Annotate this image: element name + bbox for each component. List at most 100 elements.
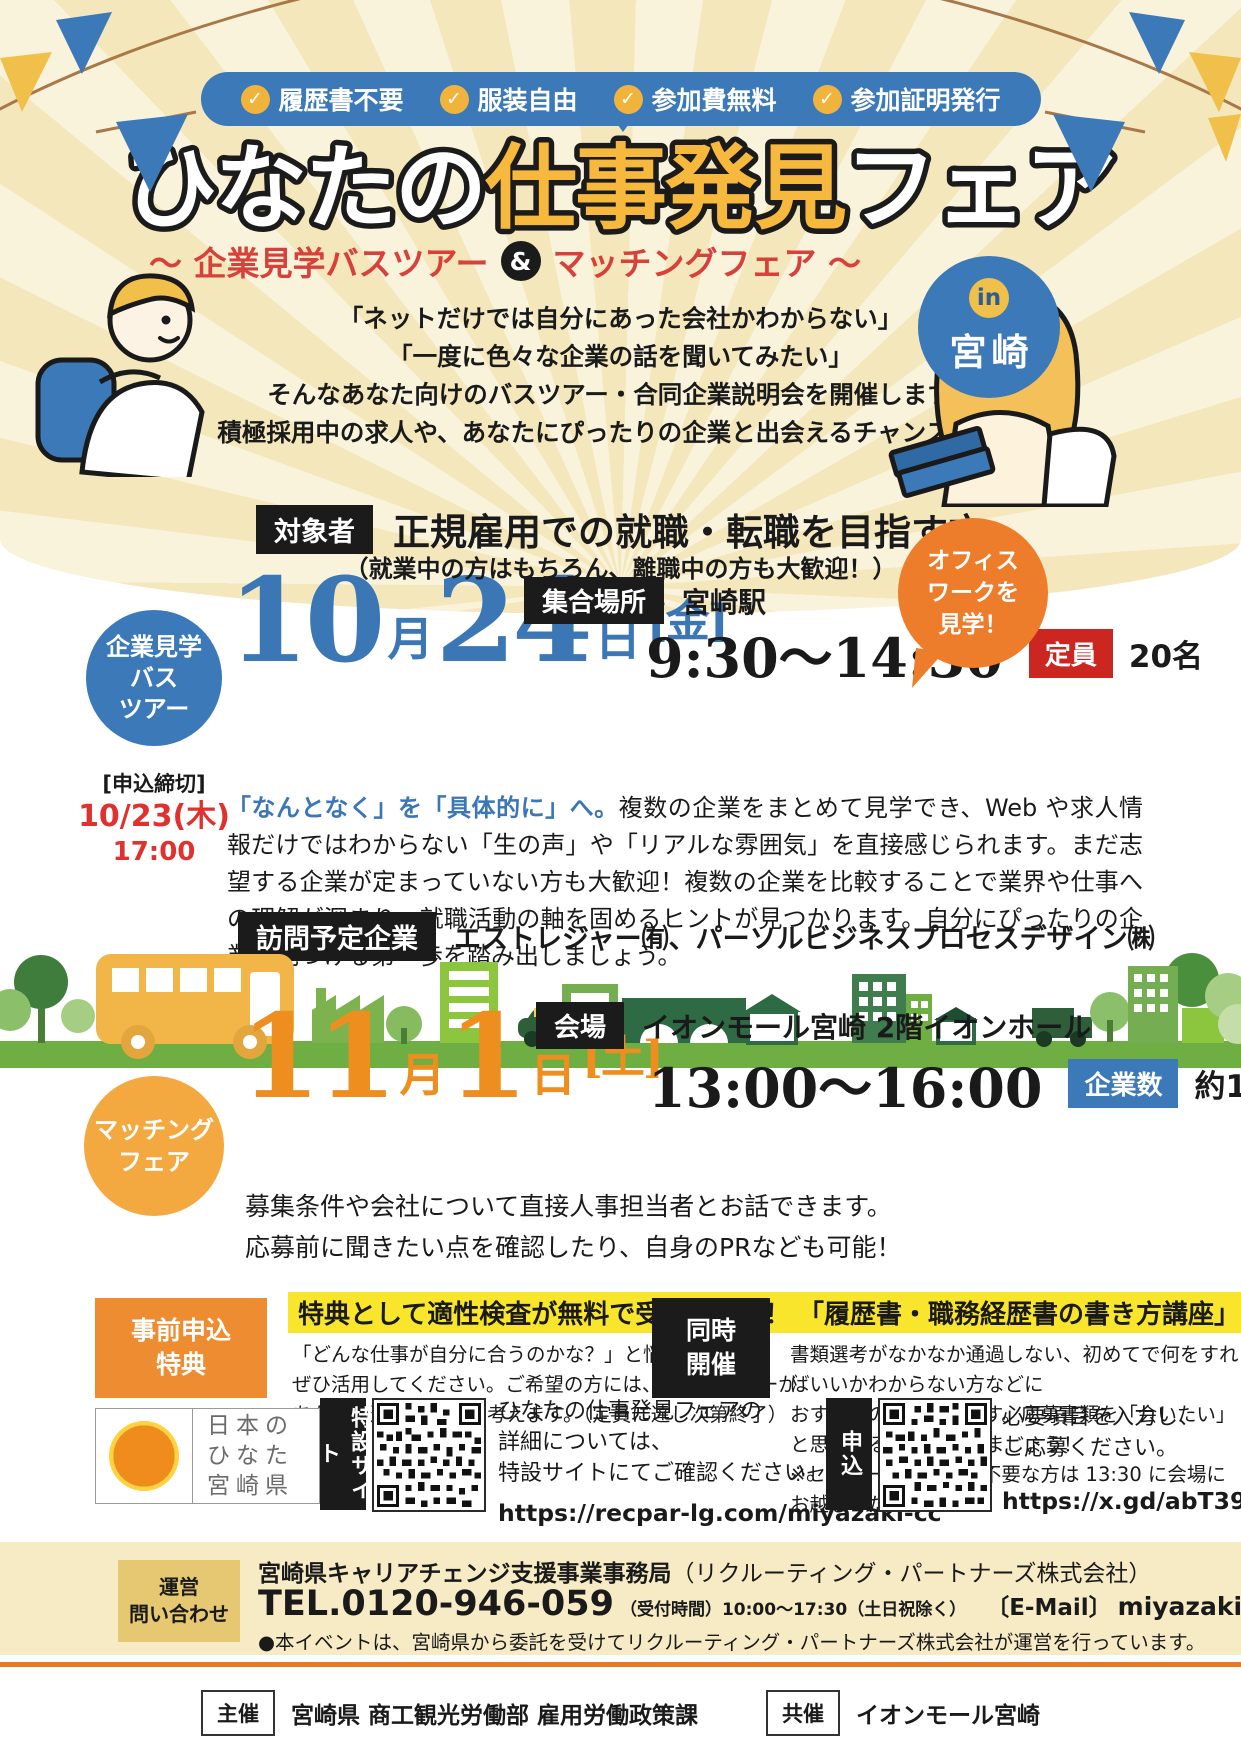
venue-value: イオンモール宮崎 2階イオンホール	[642, 1010, 1092, 1044]
badge-label: 服装自由	[477, 86, 578, 115]
intro-line: 「一度に色々な企業の話を聞いてみたい」	[388, 342, 853, 371]
man-with-backpack-illustration	[35, 273, 205, 477]
badge-free-entry: ✓ 参加費無料	[613, 81, 777, 117]
apply-label: 申込	[826, 1398, 872, 1510]
bubble-line: ワークを	[927, 580, 1019, 606]
description-highlight: 「なんとなく」を「具体的に」へ。	[227, 794, 619, 822]
logo-line: 宮崎県	[207, 1473, 294, 1499]
subtitle-right: マッチングフェア ～	[552, 244, 862, 283]
phone-hours: （受付時間）10:00～17:30（土日祝除く）	[619, 1600, 967, 1620]
cohost-label-box: 共催	[766, 1690, 840, 1736]
hinata-miyazaki-logo: 日本の ひなた 宮崎県	[95, 1408, 320, 1504]
circle-line: ツアー	[118, 694, 190, 723]
badge-no-resume: ✓ 履歴書不要	[240, 81, 403, 117]
intro-line: 「ネットだけでは自分にあった会社かわからない」	[338, 304, 903, 333]
companies-label-box: 企業数	[1068, 1059, 1179, 1108]
special-site-label: 特設サイト	[315, 1398, 372, 1510]
circle-line: フェア	[118, 1148, 190, 1176]
bubble-line: オフィス	[927, 548, 1019, 574]
meeting-place-row: 集合場所 宮崎駅	[524, 577, 766, 624]
contact-details-row: TEL.0120-946-059 （受付時間）10:00～17:30（土日祝除く…	[258, 1584, 1241, 1624]
intro-line: 積極採用中の求人や、あなたにぴったりの企業と出会えるチャンスです！	[217, 418, 1024, 447]
contact-label-box: 運営 問い合わせ	[118, 1560, 240, 1642]
label-line: 事前申込	[130, 1316, 231, 1345]
label-line: 同時	[685, 1316, 736, 1345]
pennant-garland-decoration	[0, 0, 1241, 192]
logo-line: ひなた	[207, 1443, 294, 1469]
bus-tour-date: 10 月 24 日 [金]	[228, 553, 729, 689]
apply-url[interactable]: https://x.gd/abT39	[1002, 1487, 1241, 1515]
date-month-unit: 月	[399, 1047, 446, 1102]
target-heading: 正規雇用での就職・転職を目指す方	[393, 511, 985, 554]
companies-value: 約15社	[1194, 1069, 1241, 1105]
site-info-line: ひなたの仕事発見フェアの	[498, 1399, 763, 1424]
apply-info: 必要項目を入力し、 ご応募ください。 https://x.gd/abT39	[1002, 1402, 1241, 1517]
label-line: 特典	[155, 1350, 206, 1379]
check-icon: ✓	[439, 84, 469, 114]
label-line: 問い合わせ	[129, 1602, 229, 1626]
apply-info-line: 必要項目を入力し、	[1002, 1405, 1201, 1430]
operation-note: ●本イベントは、宮崎県から委託を受けてリクルーティング・パートナーズ株式会社が運…	[258, 1631, 1206, 1654]
seminar-title: 「履歴書・職務経歴書の書き方講座」セミナー	[788, 1292, 1241, 1333]
bus-tour-section-badge: 企業見学 バス ツアー	[86, 610, 222, 746]
badge-free-dress: ✓ 服装自由	[439, 81, 578, 117]
matching-fair-date: 11 月 1 日 [土]	[240, 989, 664, 1125]
email-address: miyazaki_cc@3140pa.com	[1117, 1592, 1241, 1621]
deadline-date: 10/23(木)	[78, 799, 230, 834]
capacity-value: 20名	[1128, 639, 1204, 675]
ampersand-badge: &	[500, 241, 541, 281]
description-line: 募集条件や会社について直接人事担当者とお話できます。	[245, 1192, 892, 1221]
description-line: 応募前に聞きたい点を確認したり、自身のPRなども可能！	[245, 1233, 902, 1262]
visit-companies-label: 訪問予定企業	[238, 912, 436, 961]
location-badge: in 宮崎	[918, 256, 1060, 398]
host-label-box: 主催	[200, 1690, 275, 1736]
date-month: 10	[228, 553, 385, 689]
check-icon: ✓	[613, 84, 643, 114]
feature-badge-bar: ✓ 履歴書不要 ✓ 服装自由 ✓ 参加費無料 ✓ 参加証明発行	[200, 72, 1041, 126]
organizer-office: 宮崎県キャリアチェンジ支援事業事務局（リクルーティング・パートナーズ株式会社）	[258, 1554, 1151, 1588]
date-month-unit: 月	[387, 611, 434, 666]
site-info-line: 特設サイトにてご確認ください。	[498, 1461, 829, 1486]
deadline-time: 17:00	[112, 837, 196, 867]
venue-row: 会場 イオンモール宮崎 2階イオンホール	[536, 1002, 1091, 1049]
special-site-info: ひなたの仕事発見フェアの 詳細については、 特設サイトにてご確認ください。 ht…	[498, 1396, 942, 1529]
date-day-unit: 日	[530, 1047, 577, 1102]
special-site-url[interactable]: https://recpar-lg.com/miyazaki-cc	[498, 1499, 942, 1527]
intro-copy: 「ネットだけでは自分にあった会社かわからない」 「一度に色々な企業の話を聞いてみ…	[0, 300, 1241, 452]
office-work-speech-bubble: オフィス ワークを 見学！	[898, 518, 1048, 668]
circle-line: マッチング	[94, 1116, 214, 1144]
svg-text:ひなたの仕事発見フェア: ひなたの仕事発見フェア	[125, 135, 1115, 242]
circle-line: 企業見学	[106, 632, 202, 661]
check-icon: ✓	[812, 84, 842, 114]
deadline-label: [申込締切]	[102, 772, 206, 796]
date-day: 1	[447, 989, 528, 1125]
target-label-box: 対象者	[256, 504, 373, 554]
badge-bar-pointer	[612, 117, 634, 132]
bubble-line: 見学！	[938, 612, 1008, 638]
matching-fair-time-row: 13:00～16:00 企業数 約15社	[648, 1044, 1241, 1123]
cohost-name: イオンモール宮崎	[856, 1703, 1040, 1729]
logo-text: 日本の ひなた 宮崎県	[193, 1409, 319, 1503]
badge-label: 履歴書不要	[278, 86, 404, 115]
apply-info-line: ご応募ください。	[1002, 1436, 1179, 1461]
badge-label: 参加費無料	[651, 86, 777, 115]
circle-line: バス	[130, 663, 178, 692]
target-note: （就業中の方はもちろん、離職中の方も大歓迎！）	[344, 555, 897, 583]
meeting-place-value: 宮崎駅	[682, 585, 767, 619]
seminar-line: 書類選考がなかなか通過しない、初めてで何をすればいいかわからない方などに	[790, 1343, 1239, 1396]
host-name: 宮崎県 商工観光労働部 雇用労働政策課	[290, 1703, 698, 1729]
application-deadline: [申込締切] 10/23(木) 17:00	[68, 768, 240, 868]
matching-fair-section-badge: マッチング フェア	[84, 1076, 224, 1216]
meeting-place-label: 集合場所	[524, 577, 665, 624]
email-label: 〔E-Mail〕	[986, 1595, 1112, 1621]
venue-label: 会場	[536, 1002, 625, 1049]
event-subtitle: ～ 企業見学バスツアー & マッチングフェア ～	[0, 237, 1010, 285]
visit-companies-value: エストレジャー㈲、パーソルビジネスプロセスデザイン㈱	[454, 924, 1155, 955]
badge-label: 参加証明発行	[850, 86, 1001, 115]
in-label: in	[969, 278, 1009, 318]
matching-fair-description: 募集条件や会社について直接人事担当者とお話できます。 応募前に聞きたい点を確認し…	[245, 1186, 901, 1268]
badge-certificate: ✓ 参加証明発行	[812, 81, 1001, 117]
intro-line: そんなあなた向けのバスツアー・合同企業説明会を開催します。	[267, 380, 974, 409]
concurrent-event-label: 同時 開催	[652, 1298, 770, 1398]
